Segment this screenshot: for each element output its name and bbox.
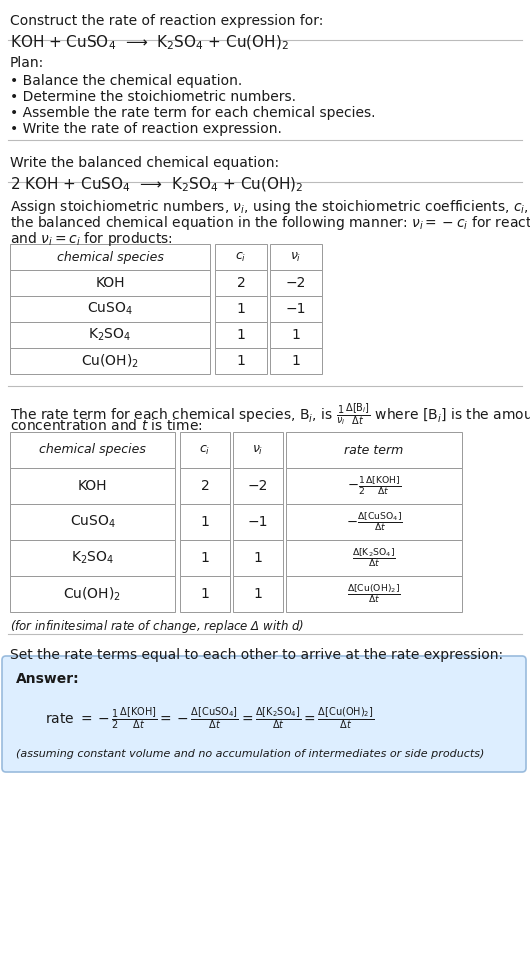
Text: Answer:: Answer: bbox=[16, 672, 80, 686]
Bar bbox=[180, 540, 230, 576]
Text: 2 KOH + CuSO$_4$  ⟶  K$_2$SO$_4$ + Cu(OH)$_2$: 2 KOH + CuSO$_4$ ⟶ K$_2$SO$_4$ + Cu(OH)$… bbox=[10, 176, 304, 194]
Text: $\nu_i$: $\nu_i$ bbox=[252, 443, 264, 457]
Text: 2: 2 bbox=[236, 276, 245, 290]
Text: $\frac{\Delta[\mathrm{Cu(OH)_2}]}{\Delta t}$: $\frac{\Delta[\mathrm{Cu(OH)_2}]}{\Delta… bbox=[347, 583, 401, 605]
Text: Set the rate terms equal to each other to arrive at the rate expression:: Set the rate terms equal to each other t… bbox=[10, 648, 503, 662]
Text: $-\frac{1}{2}\frac{\Delta[\mathrm{KOH}]}{\Delta t}$: $-\frac{1}{2}\frac{\Delta[\mathrm{KOH}]}… bbox=[347, 475, 401, 497]
Bar bbox=[10, 270, 210, 296]
Bar bbox=[233, 432, 283, 468]
Bar bbox=[10, 540, 175, 576]
Text: Plan:: Plan: bbox=[10, 56, 44, 70]
Text: CuSO$_4$: CuSO$_4$ bbox=[87, 301, 133, 317]
Bar bbox=[10, 296, 210, 322]
Text: • Assemble the rate term for each chemical species.: • Assemble the rate term for each chemic… bbox=[10, 106, 375, 120]
Bar bbox=[286, 432, 462, 468]
Bar bbox=[180, 468, 230, 504]
Bar bbox=[233, 540, 283, 576]
Bar bbox=[286, 504, 462, 540]
Text: KOH: KOH bbox=[78, 479, 107, 493]
Text: The rate term for each chemical species, B$_i$, is $\frac{1}{\nu_i}\frac{\Delta[: The rate term for each chemical species,… bbox=[10, 402, 530, 428]
Text: −2: −2 bbox=[286, 276, 306, 290]
Bar bbox=[215, 296, 267, 322]
Bar bbox=[215, 348, 267, 374]
Text: 1: 1 bbox=[200, 515, 209, 529]
Text: 1: 1 bbox=[236, 354, 245, 368]
Text: concentration and $t$ is time:: concentration and $t$ is time: bbox=[10, 418, 202, 433]
Text: Construct the rate of reaction expression for:: Construct the rate of reaction expressio… bbox=[10, 14, 323, 28]
Text: $\nu_i$: $\nu_i$ bbox=[290, 251, 302, 264]
Text: K$_2$SO$_4$: K$_2$SO$_4$ bbox=[89, 327, 131, 344]
Bar bbox=[10, 244, 210, 270]
Bar bbox=[270, 244, 322, 270]
Text: • Write the rate of reaction expression.: • Write the rate of reaction expression. bbox=[10, 122, 282, 136]
Bar bbox=[270, 322, 322, 348]
Text: (assuming constant volume and no accumulation of intermediates or side products): (assuming constant volume and no accumul… bbox=[16, 749, 484, 759]
Text: KOH + CuSO$_4$  ⟶  K$_2$SO$_4$ + Cu(OH)$_2$: KOH + CuSO$_4$ ⟶ K$_2$SO$_4$ + Cu(OH)$_2… bbox=[10, 34, 289, 53]
Bar bbox=[10, 432, 175, 468]
Text: KOH: KOH bbox=[95, 276, 125, 290]
Bar bbox=[270, 348, 322, 374]
Text: • Determine the stoichiometric numbers.: • Determine the stoichiometric numbers. bbox=[10, 90, 296, 104]
Text: 2: 2 bbox=[201, 479, 209, 493]
Text: (for infinitesimal rate of change, replace Δ with $d$): (for infinitesimal rate of change, repla… bbox=[10, 618, 304, 635]
Text: 1: 1 bbox=[236, 328, 245, 342]
Text: 1: 1 bbox=[200, 551, 209, 565]
Text: rate $= -\frac{1}{2}\frac{\Delta[\mathrm{KOH}]}{\Delta t} = -\frac{\Delta[\mathr: rate $= -\frac{1}{2}\frac{\Delta[\mathrm… bbox=[45, 705, 374, 731]
Text: $c_i$: $c_i$ bbox=[199, 443, 210, 457]
Text: 1: 1 bbox=[253, 551, 262, 565]
Text: 1: 1 bbox=[253, 587, 262, 601]
Text: 1: 1 bbox=[200, 587, 209, 601]
Bar bbox=[286, 576, 462, 612]
Text: 1: 1 bbox=[292, 328, 301, 342]
Bar bbox=[270, 296, 322, 322]
Bar bbox=[286, 540, 462, 576]
Text: Write the balanced chemical equation:: Write the balanced chemical equation: bbox=[10, 156, 279, 170]
Text: K$_2$SO$_4$: K$_2$SO$_4$ bbox=[71, 549, 114, 566]
Text: $-\frac{\Delta[\mathrm{CuSO_4}]}{\Delta t}$: $-\frac{\Delta[\mathrm{CuSO_4}]}{\Delta … bbox=[346, 510, 402, 534]
Text: 1: 1 bbox=[236, 302, 245, 316]
Text: $\frac{\Delta[\mathrm{K_2SO_4}]}{\Delta t}$: $\frac{\Delta[\mathrm{K_2SO_4}]}{\Delta … bbox=[352, 547, 396, 569]
Bar bbox=[10, 576, 175, 612]
Bar bbox=[215, 322, 267, 348]
Bar bbox=[215, 244, 267, 270]
Text: chemical species: chemical species bbox=[57, 251, 163, 264]
Bar bbox=[233, 576, 283, 612]
Text: −2: −2 bbox=[248, 479, 268, 493]
Bar bbox=[286, 468, 462, 504]
Text: CuSO$_4$: CuSO$_4$ bbox=[69, 513, 116, 530]
Text: rate term: rate term bbox=[344, 443, 404, 457]
Text: and $\nu_i = c_i$ for products:: and $\nu_i = c_i$ for products: bbox=[10, 230, 173, 248]
Text: the balanced chemical equation in the following manner: $\nu_i = -c_i$ for react: the balanced chemical equation in the fo… bbox=[10, 214, 530, 232]
Text: Cu(OH)$_2$: Cu(OH)$_2$ bbox=[64, 586, 121, 603]
Text: −1: −1 bbox=[286, 302, 306, 316]
Bar bbox=[10, 468, 175, 504]
Bar bbox=[233, 504, 283, 540]
Bar bbox=[180, 432, 230, 468]
Text: $c_i$: $c_i$ bbox=[235, 251, 246, 264]
Bar bbox=[270, 270, 322, 296]
Text: chemical species: chemical species bbox=[39, 443, 146, 457]
Bar bbox=[10, 322, 210, 348]
Text: • Balance the chemical equation.: • Balance the chemical equation. bbox=[10, 74, 242, 88]
Bar bbox=[180, 576, 230, 612]
Bar bbox=[180, 504, 230, 540]
Text: Cu(OH)$_2$: Cu(OH)$_2$ bbox=[81, 352, 139, 370]
Bar bbox=[10, 348, 210, 374]
Text: Assign stoichiometric numbers, $\nu_i$, using the stoichiometric coefficients, $: Assign stoichiometric numbers, $\nu_i$, … bbox=[10, 198, 530, 216]
FancyBboxPatch shape bbox=[2, 656, 526, 772]
Bar bbox=[215, 270, 267, 296]
Text: −1: −1 bbox=[248, 515, 268, 529]
Bar bbox=[10, 504, 175, 540]
Text: 1: 1 bbox=[292, 354, 301, 368]
Bar bbox=[233, 468, 283, 504]
